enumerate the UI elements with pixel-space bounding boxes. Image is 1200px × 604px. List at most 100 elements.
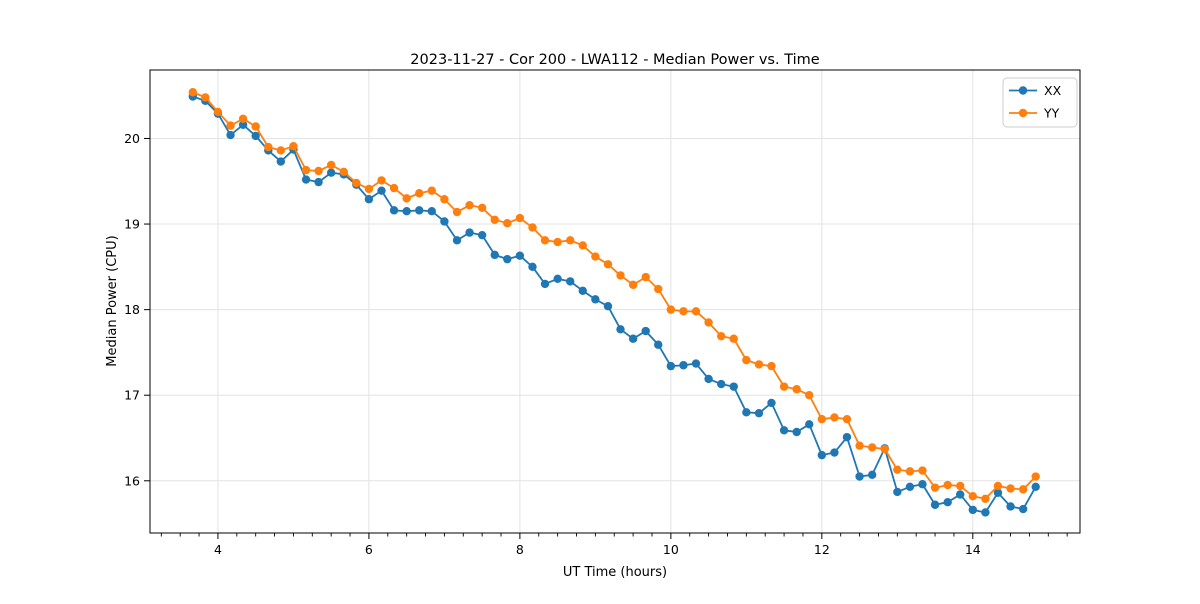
x-tick-label: 12 xyxy=(814,542,830,557)
data-point-XX xyxy=(993,488,1003,497)
data-point-YY xyxy=(301,165,311,175)
data-point-XX xyxy=(477,230,487,240)
series-YY-line xyxy=(192,91,1037,500)
data-point-YY xyxy=(402,194,411,203)
data-point-XX xyxy=(591,295,600,304)
data-point-XX xyxy=(578,286,587,295)
y-tick-label: 17 xyxy=(124,388,140,403)
data-point-YY xyxy=(779,382,789,391)
data-point-XX xyxy=(679,361,688,370)
gridlines xyxy=(150,70,1080,533)
data-point-XX xyxy=(918,480,927,489)
series-YY-markers xyxy=(188,88,1040,503)
data-point-XX xyxy=(553,274,562,284)
data-point-YY xyxy=(289,141,298,151)
data-point-XX xyxy=(515,251,525,260)
data-point-YY xyxy=(490,215,499,224)
data-point-YY xyxy=(339,167,348,177)
y-axis-label: Median Power (CPU) xyxy=(105,235,120,366)
series-XX-markers xyxy=(188,92,1040,517)
data-point-XX xyxy=(465,228,474,237)
legend-marker-xx xyxy=(1018,86,1028,95)
data-point-YY xyxy=(477,203,487,212)
data-point-YY xyxy=(377,176,386,185)
data-point-YY xyxy=(729,334,738,343)
data-point-XX xyxy=(628,334,638,343)
data-point-XX xyxy=(729,382,738,391)
data-point-YY xyxy=(188,88,197,97)
data-point-XX xyxy=(276,157,286,166)
data-point-YY xyxy=(1031,472,1040,481)
data-point-YY xyxy=(930,483,940,492)
data-point-XX xyxy=(616,325,625,334)
data-point-YY xyxy=(943,480,952,490)
data-point-YY xyxy=(616,271,625,280)
data-point-XX xyxy=(402,207,411,216)
data-point-YY xyxy=(415,189,424,198)
data-point-YY xyxy=(704,318,713,327)
data-point-YY xyxy=(352,178,361,188)
data-point-XX xyxy=(817,450,827,460)
data-point-XX xyxy=(452,236,462,245)
data-point-XX xyxy=(1018,504,1028,514)
data-point-XX xyxy=(842,432,852,442)
data-point-XX xyxy=(226,130,235,140)
data-point-YY xyxy=(540,236,550,245)
data-point-XX xyxy=(742,408,751,417)
axis-ticks xyxy=(144,137,1068,539)
data-point-YY xyxy=(276,146,286,155)
data-point-XX xyxy=(301,175,311,184)
data-point-XX xyxy=(326,168,336,177)
data-point-YY xyxy=(742,355,751,365)
data-point-XX xyxy=(566,277,575,286)
data-point-XX xyxy=(314,177,323,187)
data-point-XX xyxy=(238,120,248,129)
data-point-XX xyxy=(754,408,764,418)
data-point-YY xyxy=(515,213,525,223)
data-point-XX xyxy=(389,206,399,215)
data-point-XX xyxy=(691,359,701,368)
data-point-XX xyxy=(440,217,449,226)
data-point-XX xyxy=(981,508,990,517)
data-point-XX xyxy=(867,470,877,479)
data-point-YY xyxy=(691,307,701,316)
data-point-YY xyxy=(880,444,889,454)
data-point-XX xyxy=(540,279,550,289)
data-point-XX xyxy=(893,487,902,497)
data-point-XX xyxy=(666,361,676,371)
x-tick-label: 8 xyxy=(516,542,524,557)
data-point-XX xyxy=(767,398,776,408)
data-point-YY xyxy=(628,280,638,290)
data-point-XX xyxy=(792,427,801,437)
legend-label-xx: XX xyxy=(1044,83,1062,98)
legend: XX YY xyxy=(1002,77,1078,128)
x-axis-label: UT Time (hours) xyxy=(563,565,667,580)
plot-area xyxy=(149,69,1081,534)
data-point-YY xyxy=(364,184,374,194)
data-point-XX xyxy=(654,340,663,349)
data-point-YY xyxy=(603,260,613,269)
series-layer xyxy=(188,88,1040,517)
data-point-YY xyxy=(968,492,978,501)
x-tick-label: 10 xyxy=(663,542,679,557)
data-point-XX xyxy=(717,379,726,389)
data-point-YY xyxy=(465,201,474,210)
data-point-XX xyxy=(956,490,965,499)
data-point-YY xyxy=(905,467,915,476)
data-point-YY xyxy=(452,207,462,217)
data-point-YY xyxy=(1018,485,1028,494)
data-point-XX xyxy=(830,448,839,457)
data-point-YY xyxy=(503,218,512,228)
data-point-XX xyxy=(930,500,940,509)
data-point-YY xyxy=(830,413,839,422)
data-point-YY xyxy=(566,236,575,245)
data-point-YY xyxy=(591,252,600,261)
data-point-XX xyxy=(528,262,537,272)
data-point-YY xyxy=(893,465,902,474)
series-XX-line xyxy=(192,95,1037,514)
data-point-YY xyxy=(817,414,827,424)
legend-box xyxy=(1002,77,1078,128)
data-point-XX xyxy=(1006,502,1015,511)
data-point-YY xyxy=(314,166,323,176)
data-point-XX xyxy=(641,326,650,336)
